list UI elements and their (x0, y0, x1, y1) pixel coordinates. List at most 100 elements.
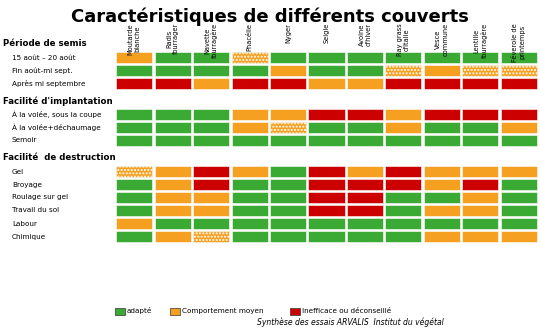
Bar (386, 65, 421, 76)
Bar (116, 109, 152, 120)
Text: Lentille
fourragère: Lentille fourragère (473, 23, 488, 58)
Bar (424, 205, 460, 216)
Bar (386, 52, 421, 63)
Bar (462, 65, 498, 76)
Text: Synthèse des essais ARVALIS  Institut du végétal: Synthèse des essais ARVALIS Institut du … (256, 317, 443, 327)
Bar (501, 179, 537, 190)
Bar (347, 205, 383, 216)
Bar (232, 109, 268, 120)
Bar (347, 179, 383, 190)
Text: adapté: adapté (127, 307, 152, 314)
Bar (501, 122, 537, 133)
Bar (386, 179, 421, 190)
Bar (270, 218, 306, 229)
Bar (193, 78, 229, 89)
Text: Seigle: Seigle (323, 23, 329, 43)
Bar (232, 52, 268, 63)
Bar (154, 205, 191, 216)
Text: Période de semis: Période de semis (3, 39, 86, 48)
Bar (193, 109, 229, 120)
Bar (386, 109, 421, 120)
Bar (462, 52, 498, 63)
Bar (424, 109, 460, 120)
Bar (347, 65, 383, 76)
Bar (501, 231, 537, 242)
Bar (424, 52, 460, 63)
Bar (308, 109, 345, 120)
Bar (462, 205, 498, 216)
Bar (270, 135, 306, 146)
Text: Radis
fourrager: Radis fourrager (166, 23, 179, 54)
Bar (462, 109, 498, 120)
Bar (424, 166, 460, 177)
Bar (193, 52, 229, 63)
Bar (501, 205, 537, 216)
Bar (116, 205, 152, 216)
Bar (501, 65, 537, 76)
Bar (347, 78, 383, 89)
Bar (424, 65, 460, 76)
Bar (116, 166, 152, 177)
Bar (462, 78, 498, 89)
Bar (347, 192, 383, 203)
Bar (116, 218, 152, 229)
Bar (462, 166, 498, 177)
Bar (462, 179, 498, 190)
Bar (232, 65, 268, 76)
Bar (501, 52, 537, 63)
Bar (154, 109, 191, 120)
Text: Roulage sur gel: Roulage sur gel (12, 194, 68, 200)
Bar (193, 65, 229, 76)
Bar (270, 122, 306, 133)
Bar (501, 166, 537, 177)
Text: Nyger: Nyger (285, 23, 291, 43)
Text: Phacélie: Phacélie (247, 23, 253, 51)
Bar (193, 122, 229, 133)
Bar (424, 192, 460, 203)
Bar (462, 218, 498, 229)
Text: Facilité d'implantation: Facilité d'implantation (3, 96, 113, 106)
Bar (193, 231, 229, 242)
Bar (308, 179, 345, 190)
Text: À la volée+déchaumage: À la volée+déchaumage (12, 124, 101, 131)
Bar (308, 205, 345, 216)
Bar (270, 78, 306, 89)
Text: Labour: Labour (12, 220, 37, 226)
Bar (501, 135, 537, 146)
Bar (232, 78, 268, 89)
Bar (308, 231, 345, 242)
Bar (424, 135, 460, 146)
Bar (270, 231, 306, 242)
Text: 15 août – 20 août: 15 août – 20 août (12, 55, 76, 61)
Text: Broyage: Broyage (12, 181, 42, 187)
Bar (154, 65, 191, 76)
Text: À la volée, sous la coupe: À la volée, sous la coupe (12, 111, 102, 118)
Bar (193, 231, 229, 242)
Bar (347, 122, 383, 133)
Bar (308, 78, 345, 89)
Text: Féverole de
printemps: Féverole de printemps (512, 23, 525, 62)
Text: Chimique: Chimique (12, 233, 46, 239)
Bar (232, 166, 268, 177)
Bar (462, 122, 498, 133)
Bar (154, 135, 191, 146)
Text: Comportement moyen: Comportement moyen (182, 308, 264, 314)
Bar (290, 307, 300, 314)
Bar (308, 135, 345, 146)
Bar (462, 231, 498, 242)
Bar (270, 65, 306, 76)
Bar (462, 192, 498, 203)
Bar (347, 135, 383, 146)
Bar (115, 307, 125, 314)
Text: Travail du sol: Travail du sol (12, 207, 59, 213)
Bar (386, 166, 421, 177)
Bar (501, 78, 537, 89)
Text: Après mi septembre: Après mi septembre (12, 80, 85, 87)
Bar (232, 135, 268, 146)
Bar (270, 122, 306, 133)
Bar (308, 218, 345, 229)
Bar (154, 166, 191, 177)
Text: Avoine
d'hiver: Avoine d'hiver (359, 23, 372, 46)
Bar (386, 231, 421, 242)
Bar (193, 218, 229, 229)
